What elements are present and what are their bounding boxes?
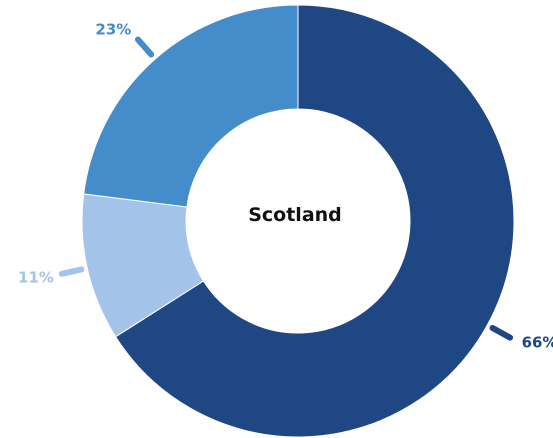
leader-line-2 xyxy=(58,266,85,277)
slice-label-2: 11% xyxy=(18,269,54,287)
leader-line-3 xyxy=(134,36,155,58)
leader-line-1 xyxy=(489,324,514,341)
donut-slice-1 xyxy=(114,4,515,438)
donut-slice-3 xyxy=(83,4,299,208)
center-label: Scotland xyxy=(248,204,342,226)
label-leaders xyxy=(58,36,514,341)
slice-labels: 66% 11% 23% xyxy=(18,20,553,351)
slice-label-3: 23% xyxy=(95,20,131,38)
donut-slices xyxy=(81,4,515,438)
slice-label-1: 66% xyxy=(522,334,553,352)
